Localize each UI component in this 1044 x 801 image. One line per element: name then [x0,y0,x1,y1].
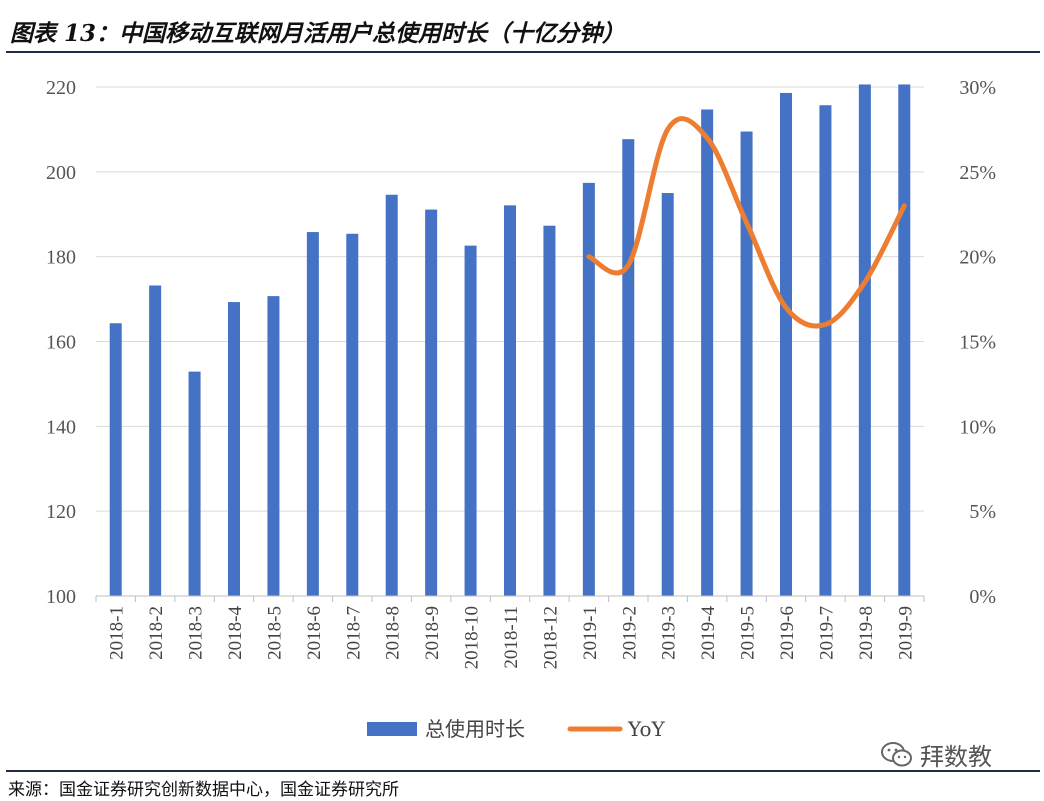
x-tick-label: 2018-6 [304,606,325,660]
legend: 总使用时长 YoY [367,717,666,741]
x-tick-label: 2019-6 [777,606,798,660]
bar [661,193,674,596]
y-right-tick-label: 10% [959,416,996,438]
x-tick-label: 2018-5 [264,606,285,660]
bar [780,92,792,597]
x-tick-label: 2018-9 [422,606,443,660]
bar [306,232,319,596]
y-right-tick-label: 5% [969,501,996,523]
y-right-tick-label: 20% [959,247,996,269]
bar [228,302,240,596]
x-tick-label: 2018-12 [540,606,561,669]
bar-series [109,84,911,597]
bar [543,225,556,596]
bar [464,245,477,596]
x-tick-label: 2019-9 [895,606,916,660]
y-axis-left: 100 120 140 160 180 200 220 [46,77,76,608]
legend-line-label: YoY [627,717,666,741]
x-tick-label: 2019-2 [619,606,640,660]
x-tick-label: 2018-11 [501,606,522,669]
source-note: 来源：国金证券研究创新数据中心，国金证券研究所 [8,780,399,800]
x-tick-label: 2018-1 [107,606,128,660]
y-left-tick-label: 160 [46,332,76,354]
chart-title: 图表 13：中国移动互联网月活用户总使用时长（十亿分钟） [10,20,626,47]
bar [109,323,122,596]
watermark-text: 拜数教 [920,743,992,771]
legend-bar-label: 总使用时长 [425,717,525,741]
wechat-icon [881,741,912,766]
y-left-tick-label: 120 [46,501,76,523]
bar [622,139,635,597]
x-tick-label: 2019-7 [816,606,837,660]
bar [504,205,516,596]
bar [425,209,438,596]
y-left-tick-label: 200 [46,162,76,184]
bar [346,233,359,597]
x-tick-label: 2018-4 [225,606,246,660]
y-left-tick-label: 220 [46,77,76,99]
y-left-tick-label: 140 [46,416,76,438]
bar [385,194,398,596]
chart: 100 120 140 160 180 200 220 0% 5% 10% 15% 20% 25% 30… [46,77,996,741]
watermark: 拜数教 [880,737,992,772]
yoy-line [586,116,907,329]
bar [267,296,280,596]
bar [701,109,714,596]
y-left-tick-label: 100 [46,586,76,608]
line-series [586,116,907,329]
x-tick-label: 2018-10 [462,606,483,669]
x-axis: 2018-1 2018-2 2018-3 2018-4 2018-5 2018-6 2018… [95,595,925,669]
x-tick-label: 2019-8 [856,606,877,660]
bar [188,371,201,596]
y-right-tick-label: 30% [959,77,996,99]
y-right-tick-label: 15% [959,332,996,354]
bar [149,285,162,596]
title-divider [6,51,1040,53]
x-tick-label: 2018-8 [383,606,404,660]
y-right-tick-label: 0% [969,586,996,608]
x-tick-label: 2018-7 [343,606,364,660]
x-tick-label: 2018-3 [186,606,207,660]
bar [858,84,871,596]
legend-bar-swatch [367,722,417,736]
x-tick-label: 2019-5 [738,606,759,660]
bar [582,182,595,596]
bar [819,105,832,596]
y-right-tick-label: 25% [959,162,996,184]
bar [898,84,911,596]
x-tick-label: 2019-4 [698,606,719,660]
y-left-tick-label: 180 [46,247,76,269]
footer-divider [6,770,1040,772]
title-bar: 图表 13：中国移动互联网月活用户总使用时长（十亿分钟） [0,0,1044,55]
x-tick-label: 2019-3 [659,606,680,660]
y-axis-right: 0% 5% 10% 15% 20% 25% 30% [959,77,996,608]
x-tick-label: 2019-1 [580,606,601,660]
x-tick-label: 2018-2 [146,606,167,660]
bar [740,131,753,596]
